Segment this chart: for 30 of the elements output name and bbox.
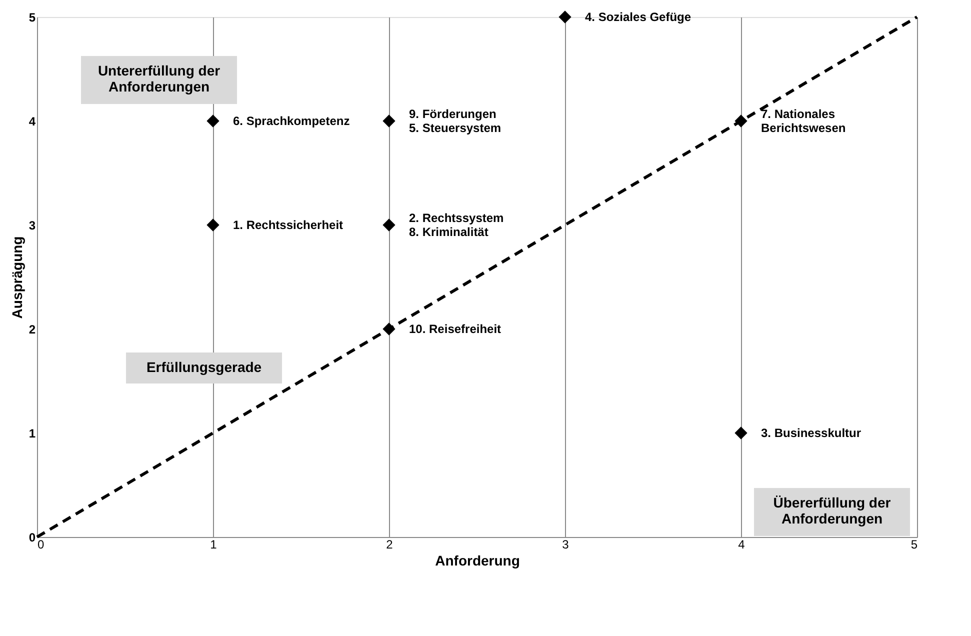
annotation: Übererfüllung der Anforderungen (773, 494, 892, 526)
x-tick-label: 1 (210, 538, 218, 552)
point (206, 114, 220, 128)
point (206, 218, 220, 232)
y-tick-label: 4 (28, 114, 36, 128)
point (558, 10, 572, 24)
y-tick-label: 3 (28, 218, 36, 232)
annotation: Erfüllungsgerade (146, 359, 262, 375)
x-axis-title: Anforderung (435, 552, 520, 568)
x-tick-label: 4 (738, 538, 746, 552)
x-tick-label: 0 (38, 538, 44, 552)
point (382, 218, 396, 232)
point (382, 114, 396, 128)
annotation: Untererfüllung der Anforderungen (98, 62, 221, 94)
annotation: 4. Soziales Gefüge (585, 10, 692, 24)
annotation: 6. Sprachkompetenz (233, 114, 350, 128)
point (734, 426, 748, 440)
annotation: 2. Rechtssystem 8. Kriminalität (409, 211, 504, 239)
annotation: 7. Nationales Berichtswesen (761, 107, 846, 135)
annotation: 3. Businesskultur (761, 426, 862, 440)
x-tick-label: 5 (910, 538, 918, 552)
x-tick-label: 2 (386, 538, 394, 552)
y-tick-label: 2 (28, 322, 36, 336)
y-axis-title: Ausprägung (8, 236, 25, 319)
annotation: 9. Förderungen 5. Steuersystem (409, 107, 502, 135)
annotation: 1. Rechtssicherheit (233, 218, 344, 232)
annotation: 10. Reisefreiheit (409, 322, 502, 336)
y-tick-label: 5 (28, 10, 36, 24)
y-tick-label: 1 (28, 426, 36, 440)
x-tick-label: 3 (562, 538, 570, 552)
